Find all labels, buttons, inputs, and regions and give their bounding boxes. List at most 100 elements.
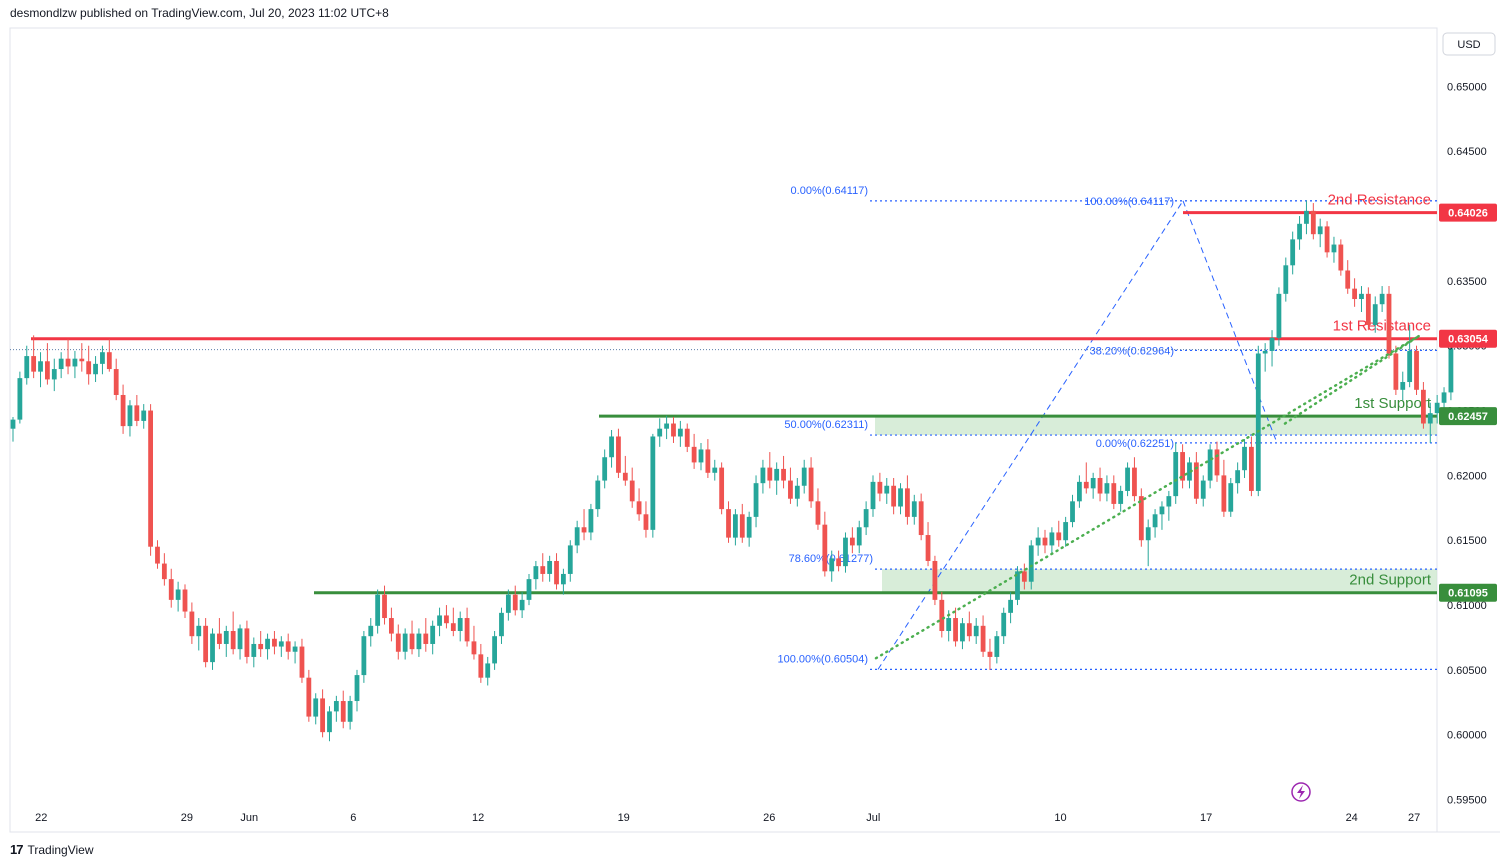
price-tag-label: 0.64026 <box>1448 208 1488 220</box>
candle-body <box>1097 477 1103 494</box>
candle-body <box>733 514 738 538</box>
candle-body <box>51 369 57 380</box>
y-tick-label: 0.61000 <box>1447 600 1487 612</box>
candle-body <box>1118 490 1124 504</box>
candle-body <box>1365 293 1371 325</box>
candle-body <box>671 423 676 437</box>
candle-body <box>966 623 972 637</box>
candle-body <box>1145 527 1151 541</box>
candle-body <box>1166 496 1172 507</box>
x-tick-label: 10 <box>1054 812 1066 824</box>
candle-body <box>849 537 855 546</box>
support-zone-2 <box>882 569 1437 593</box>
candle-body <box>1297 223 1302 240</box>
candle-body <box>292 646 298 652</box>
candle-body <box>1152 514 1158 528</box>
candle-body <box>664 423 669 429</box>
candle-body <box>265 638 270 650</box>
level-name: 2nd Support <box>1349 572 1432 589</box>
tradingview-logo-icon: 17 <box>10 842 24 857</box>
level-name: 2nd Resistance <box>1328 192 1431 209</box>
candle-body <box>533 566 539 580</box>
candle-body <box>1132 467 1137 497</box>
candle-body <box>609 436 614 458</box>
x-tick-label: 22 <box>35 812 47 824</box>
candle-body <box>210 633 215 663</box>
candle-body <box>1111 483 1117 504</box>
candle-body <box>1125 467 1130 491</box>
candle-body <box>726 509 731 538</box>
candle-body <box>561 573 566 585</box>
candle-body <box>1324 226 1330 253</box>
candle-body <box>354 675 360 702</box>
candle-body <box>155 546 160 564</box>
candle-body <box>574 527 580 546</box>
candle-body <box>58 358 64 370</box>
candle-body <box>1090 477 1096 489</box>
candle-body <box>340 701 346 722</box>
candle-body <box>450 623 456 631</box>
candle-body <box>1070 501 1075 523</box>
candle-body <box>925 535 931 561</box>
candle-body <box>739 514 745 538</box>
candle-body <box>994 636 1000 657</box>
y-tick-label: 0.65000 <box>1447 81 1487 93</box>
x-tick-label: Jul <box>866 812 880 824</box>
candle-body <box>1104 483 1110 494</box>
candle-body <box>93 363 98 375</box>
candle-body <box>1001 612 1007 637</box>
support-zones <box>875 416 1437 593</box>
candle-body <box>1021 571 1027 582</box>
candle-body <box>395 633 401 652</box>
x-tick-label: 29 <box>181 812 193 824</box>
candle-body <box>127 405 133 427</box>
candle-body <box>746 516 752 538</box>
candle-body <box>100 352 105 364</box>
candle-body <box>705 449 711 473</box>
currency-badge[interactable]: USD <box>1442 32 1496 56</box>
price-tag-box <box>1439 203 1497 222</box>
publisher-line: desmondlzw published on TradingView.com,… <box>10 6 389 20</box>
candle-body <box>760 467 766 484</box>
candle-body <box>375 594 381 626</box>
candle-body <box>1427 413 1433 424</box>
lightning-bolt-icon[interactable] <box>1291 782 1311 802</box>
candle-body <box>223 631 229 644</box>
candle-body <box>389 618 394 634</box>
candle-body <box>464 618 470 642</box>
currency-label: USD <box>1457 39 1480 51</box>
candle-body <box>1077 481 1082 502</box>
x-tick-label: 6 <box>350 812 356 824</box>
candle-body <box>471 641 477 655</box>
candle-body <box>877 481 883 494</box>
candle-body <box>45 361 50 380</box>
price-tag-box <box>1439 407 1497 426</box>
price-tag-label: 0.63054 <box>1448 334 1489 346</box>
candle-body <box>457 618 463 631</box>
candle-body <box>822 524 828 572</box>
candle-body <box>1255 353 1261 491</box>
candle-body <box>1290 239 1296 266</box>
candle-body <box>237 628 243 650</box>
candle-body <box>788 480 793 499</box>
candle-body <box>815 501 821 525</box>
footer-brand[interactable]: 17 TradingView <box>10 842 94 857</box>
candle-body <box>1028 545 1034 582</box>
candle-body <box>1276 293 1282 338</box>
x-tick-label: 27 <box>1408 812 1420 824</box>
level-name: 1st Support <box>1354 395 1432 412</box>
candle-body <box>499 612 504 637</box>
x-tick-label: 19 <box>618 812 630 824</box>
candle-body <box>1262 350 1268 354</box>
price-tag-label: 0.61095 <box>1448 588 1488 600</box>
candle-body <box>801 467 807 486</box>
candle-body <box>1193 462 1199 499</box>
candle-body <box>244 628 250 657</box>
candle-body <box>333 701 339 712</box>
candle-body <box>217 633 222 644</box>
candle-body <box>1008 599 1013 613</box>
candle-body <box>698 449 704 463</box>
candle-body <box>602 457 608 481</box>
candle-body <box>581 527 587 533</box>
